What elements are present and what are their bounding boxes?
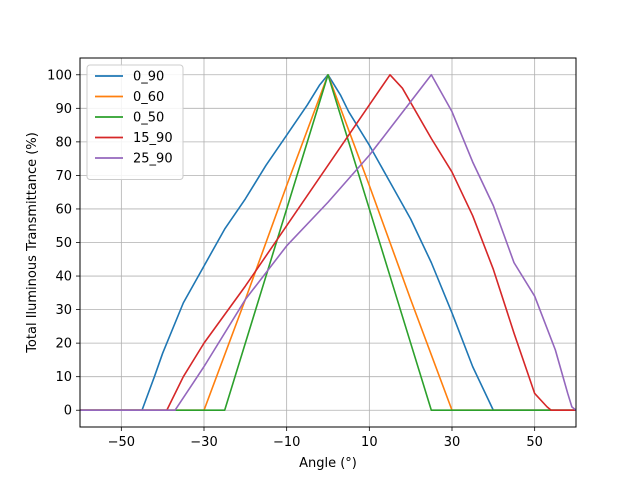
x-tick-label: 50 bbox=[526, 435, 543, 450]
x-axis-ticks: −50 −30 −10 10 30 50 bbox=[108, 427, 543, 450]
legend-label: 15_90 bbox=[133, 131, 173, 146]
y-axis-title: Total Iluminous Transmittance (%) bbox=[25, 132, 40, 354]
y-tick-label: 10 bbox=[55, 370, 72, 385]
series-line-15_90 bbox=[80, 73, 576, 412]
series-lines bbox=[80, 73, 577, 412]
x-tick-label: 10 bbox=[361, 435, 378, 450]
y-tick-label: 50 bbox=[55, 236, 72, 251]
x-tick-label: −30 bbox=[190, 435, 217, 450]
grid-lines bbox=[80, 58, 576, 427]
series-line-0_50 bbox=[80, 73, 576, 412]
legend-label: 0_60 bbox=[133, 90, 164, 105]
y-tick-label: 90 bbox=[55, 102, 72, 117]
y-tick-label: 100 bbox=[47, 68, 72, 83]
legend-label: 25_90 bbox=[133, 152, 173, 167]
y-tick-label: 80 bbox=[55, 135, 72, 150]
legend: 0_90 0_60 0_50 15_90 25_90 bbox=[86, 64, 184, 180]
x-tick-label: 30 bbox=[444, 435, 461, 450]
legend-box bbox=[86, 64, 184, 180]
x-tick-label: −50 bbox=[108, 435, 135, 450]
y-tick-label: 70 bbox=[55, 169, 72, 184]
y-axis-ticks: 0 10 20 30 40 50 60 70 80 90 100 bbox=[47, 68, 80, 419]
legend-label: 0_90 bbox=[133, 70, 164, 85]
y-tick-label: 20 bbox=[55, 337, 72, 352]
y-tick-label: 40 bbox=[55, 270, 72, 285]
y-tick-label: 0 bbox=[64, 404, 72, 419]
x-tick-label: −10 bbox=[273, 435, 300, 450]
y-tick-label: 30 bbox=[55, 303, 72, 318]
legend-label: 0_50 bbox=[133, 111, 164, 126]
x-axis-title: Angle (°) bbox=[299, 456, 357, 471]
y-tick-label: 60 bbox=[55, 202, 72, 217]
series-line-25_90 bbox=[80, 73, 577, 412]
